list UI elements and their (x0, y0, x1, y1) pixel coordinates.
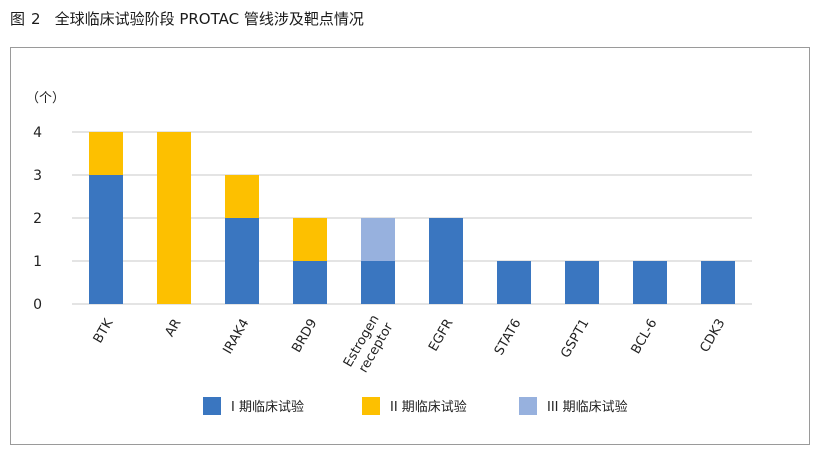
bar-segment (89, 132, 123, 175)
y-tick-label: 3 (33, 168, 42, 184)
legend-label: I 期临床试验 (231, 399, 304, 415)
bar-segment (89, 175, 123, 304)
figure-label: 图 (10, 10, 26, 28)
y-tick-label: 2 (33, 211, 42, 227)
legend-label: II 期临床试验 (390, 399, 467, 415)
legend-label: III 期临床试验 (547, 399, 628, 415)
figure-caption: 全球临床试验阶段 PROTAC 管线涉及靶点情况 (54, 10, 364, 28)
legend-swatch (203, 397, 221, 415)
bar-segment (633, 261, 667, 304)
x-category-label: STAT6 (492, 317, 525, 359)
x-category-label: AR (163, 317, 185, 340)
bar-segment (361, 261, 395, 304)
y-axis-unit: （个） (26, 91, 65, 106)
x-category-label: EGFR (426, 317, 456, 355)
x-category-label: BTK (91, 316, 117, 346)
legend-swatch (519, 397, 537, 415)
y-tick-labels: 0 1 2 3 4 (33, 125, 42, 313)
y-tick-label: 4 (33, 125, 42, 141)
bar-segment (293, 218, 327, 261)
y-tick-label: 1 (33, 254, 42, 270)
x-category-label: BRD9 (289, 317, 320, 356)
y-tick-label: 0 (33, 297, 42, 313)
bar-segment (361, 218, 395, 261)
figure-number: 2 (31, 10, 41, 28)
bar-segment (225, 175, 259, 218)
bar-segment (701, 261, 735, 304)
x-category-label: GSPT1 (558, 317, 592, 361)
bar-segment (429, 218, 463, 304)
bar-segment (225, 218, 259, 304)
bar-segment (157, 132, 191, 304)
bar-segment (293, 261, 327, 304)
x-category-label: BCL-6 (629, 317, 661, 357)
x-category-label: CDK3 (698, 317, 729, 356)
legend-swatch (362, 397, 380, 415)
bar-segment (497, 261, 531, 304)
bars (89, 132, 735, 304)
legend: I 期临床试验 II 期临床试验 III 期临床试验 (203, 397, 628, 415)
x-category-label: Estrogenreceptor (341, 312, 397, 378)
x-category-label: IRAK4 (220, 317, 252, 357)
chart-frame (10, 47, 810, 445)
x-category-labels: BTK AR IRAK4 BRD9 Estrogenreceptor EGFR STAT6 G… (91, 312, 729, 378)
bar-segment (565, 261, 599, 304)
figure-title: 图 2 全球临床试验阶段 PROTAC 管线涉及靶点情况 (10, 8, 364, 29)
